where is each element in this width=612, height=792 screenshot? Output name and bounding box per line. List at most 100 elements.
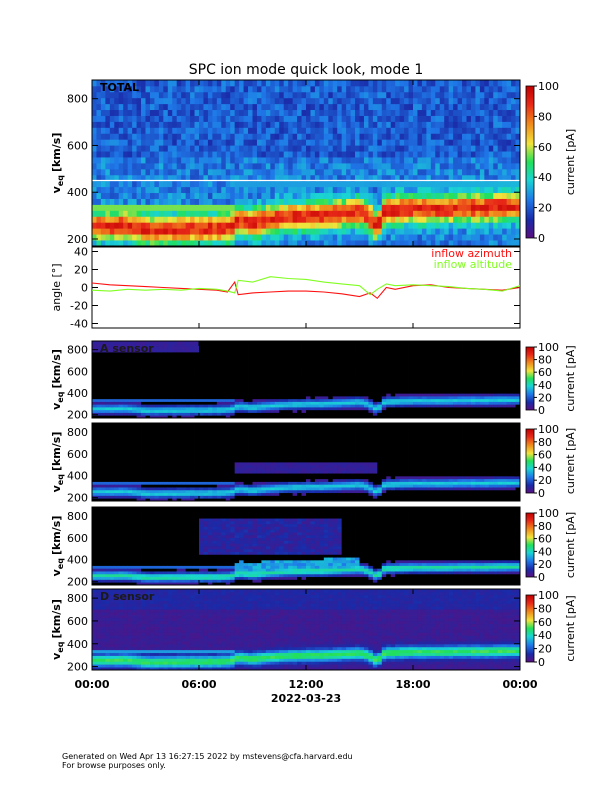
spectrogram-cell (256, 393, 262, 397)
spectrogram-cell (136, 349, 142, 353)
spectrogram-cell (346, 198, 351, 205)
spectrogram-cell (203, 407, 209, 411)
spectrogram-cell (118, 376, 124, 380)
spectrogram-cell (395, 343, 401, 347)
spectrogram-cell (341, 145, 347, 152)
spectrogram-cell (439, 198, 445, 205)
spectrogram-cell (372, 91, 378, 99)
spectrogram-cell (332, 192, 338, 199)
spectrogram-cell (413, 163, 418, 170)
spectrogram-cell (167, 387, 173, 391)
spectrogram-cell (337, 346, 343, 350)
spectrogram-cell (399, 174, 405, 182)
spectrogram-cell (199, 401, 204, 405)
spectrogram-cell (203, 103, 209, 111)
spectrogram-cell (502, 192, 508, 199)
spectrogram-cell (239, 228, 244, 235)
spectrogram-cell (413, 85, 418, 93)
spectrogram-cell (132, 85, 137, 93)
spectrogram-cell (141, 216, 146, 223)
spectrogram-cell (408, 151, 414, 158)
spectrogram-cell (105, 80, 111, 87)
spectrogram-cell (283, 109, 289, 116)
spectrogram-cell (435, 168, 441, 176)
spectrogram-cell (502, 91, 508, 99)
spectrogram-cell (301, 396, 307, 400)
spectrogram-cell (355, 349, 360, 353)
spectrogram-cell (100, 360, 106, 364)
spectrogram-cell (350, 409, 356, 413)
spectrogram-cell (270, 210, 276, 217)
spectrogram-cell (270, 180, 276, 188)
spectrogram-cell (158, 115, 164, 122)
spectrogram-cell (323, 121, 329, 128)
spectrogram-cell (190, 374, 195, 378)
spectrogram-cell (123, 109, 129, 116)
spectrogram-cell (421, 415, 427, 419)
spectrogram-cell (368, 346, 374, 350)
spectrogram-cell (386, 379, 392, 383)
spectrogram-cell (346, 393, 351, 397)
spectrogram-cell (216, 415, 222, 419)
spectrogram-cell (386, 240, 392, 247)
spectrogram-cell (136, 352, 142, 356)
spectrogram-cell (141, 352, 146, 356)
spectrogram-cell (381, 396, 387, 400)
spectrogram-cell (239, 354, 244, 358)
spectrogram-cell (158, 186, 164, 194)
spectrogram-cell (470, 139, 476, 146)
spectrogram-cell (167, 180, 173, 188)
spectrogram-cell (199, 409, 204, 413)
spectrogram-cell (158, 139, 164, 146)
spectrogram-cell (372, 234, 378, 241)
spectrogram-cell (421, 80, 427, 87)
spectrogram-cell (372, 385, 378, 389)
spectrogram-cell (363, 409, 369, 413)
spectrogram-cell (109, 409, 115, 413)
spectrogram-cell (136, 222, 142, 229)
spectrogram-cell (283, 228, 289, 235)
spectrogram-cell (109, 174, 115, 182)
spectrogram-cell (279, 368, 285, 372)
spectrogram-cell (234, 343, 240, 347)
spectrogram-cell (297, 390, 302, 394)
spectrogram-cell (363, 85, 369, 93)
spectrogram-cell (421, 371, 427, 375)
spectrogram-cell (435, 151, 441, 158)
spectrogram-cell (127, 234, 133, 241)
spectrogram-cell (127, 186, 133, 194)
spectrogram-cell (479, 192, 485, 199)
spectrogram-cell (457, 115, 463, 122)
spectrogram-cell (216, 357, 222, 361)
spectrogram-cell (323, 228, 329, 235)
spectrogram-cell (310, 396, 316, 400)
spectrogram-cell (381, 404, 387, 408)
spectrogram-cell (248, 151, 253, 158)
spectrogram-cell (372, 407, 378, 411)
spectrogram-cell (355, 398, 360, 402)
spectrogram-cell (279, 401, 285, 405)
spectrogram-cell (283, 407, 289, 411)
spectrogram-cell (167, 398, 173, 402)
spectrogram-cell (270, 379, 276, 383)
spectrogram-cell (225, 234, 231, 241)
spectrogram-cell (475, 168, 481, 176)
spectrogram-cell (310, 240, 316, 247)
spectrogram-cell (372, 363, 378, 367)
spectrogram-cell (453, 85, 458, 93)
spectrogram-cell (306, 103, 311, 111)
spectrogram-cell (207, 390, 213, 394)
spectrogram-cell (243, 407, 249, 411)
spectrogram-cell (386, 407, 392, 411)
spectrogram-cell (185, 382, 191, 386)
spectrogram-cell (141, 385, 146, 389)
spectrogram-cell (457, 91, 463, 99)
spectrogram-cell (96, 349, 102, 353)
spectrogram-cell (132, 151, 137, 158)
spectrogram-cell (453, 97, 458, 105)
spectrogram-cell (323, 145, 329, 152)
spectrogram-cell (337, 115, 343, 122)
spectrogram-cell (395, 412, 401, 416)
spectrogram-cell (448, 186, 454, 194)
spectrogram-cell (252, 157, 258, 164)
